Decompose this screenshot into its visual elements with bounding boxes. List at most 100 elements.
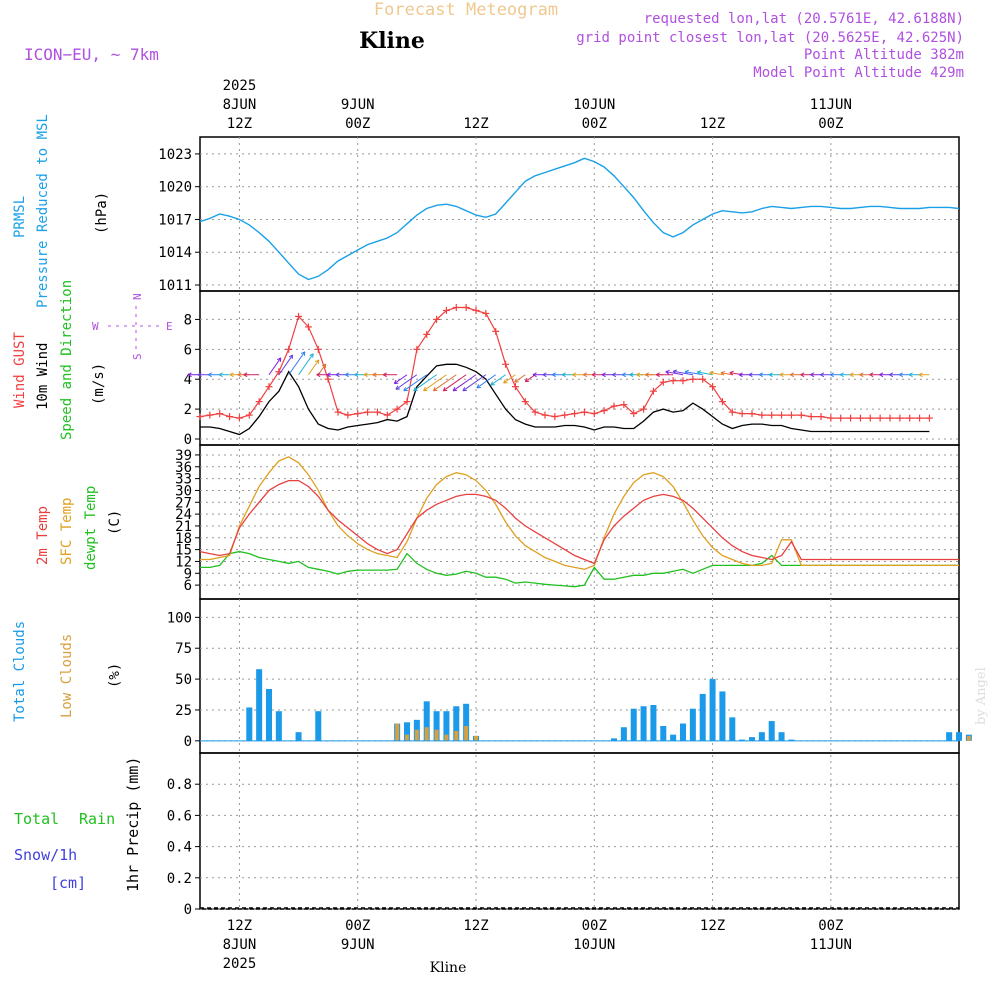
gust-marker — [906, 414, 914, 422]
time-tick-top: 12Z — [463, 116, 488, 132]
gust-marker — [206, 411, 214, 419]
gust-marker — [383, 411, 391, 419]
time-tick-top: 9JUN — [341, 97, 375, 113]
total-cloud-bar — [630, 708, 637, 741]
gust-marker — [245, 411, 253, 419]
low-cloud-bar — [966, 735, 971, 741]
model-label: ICON−EU, ~ 7km — [24, 45, 159, 64]
wind-direction-arrow — [869, 372, 881, 378]
gust-marker — [718, 398, 726, 406]
precip-panel — [199, 752, 960, 910]
gust-marker — [600, 407, 608, 415]
wind-gust-line — [199, 306, 930, 419]
total-cloud-bar — [443, 711, 450, 741]
pressure-label-2: Pressure Reduced to MSL — [35, 114, 51, 308]
gust-marker — [571, 410, 579, 418]
wind-speed-line — [200, 363, 930, 436]
wind-direction-arrow — [316, 372, 329, 378]
total-cloud-bar — [275, 711, 282, 741]
wind-direction-arrow — [432, 374, 457, 392]
time-tick-bottom: 12Z — [700, 918, 725, 934]
wind-direction-arrow — [298, 353, 314, 376]
gust-marker — [216, 410, 224, 418]
time-tick-bottom: 00Z — [582, 918, 607, 934]
precip-unit: 1hr Precip (mm) — [124, 757, 142, 892]
gust-marker — [807, 413, 815, 421]
gust-marker — [364, 408, 372, 416]
wind-gust-label: Wind GUST — [12, 332, 28, 408]
gust-marker — [659, 378, 667, 386]
gust-marker — [531, 408, 539, 416]
ytick-label: 50 — [175, 672, 192, 688]
wind-direction-arrow — [898, 372, 910, 378]
gust-marker — [590, 410, 598, 418]
total-cloud-bar — [453, 706, 460, 741]
time-tick-top: 00Z — [582, 116, 607, 132]
total-cloud-bar — [749, 737, 755, 741]
gust-marker — [886, 414, 894, 422]
wind-direction-arrow — [278, 354, 294, 376]
temp-2m-line — [199, 479, 959, 565]
temp-2m-label: 2m Temp — [35, 506, 51, 565]
total-cloud-bar — [620, 727, 627, 741]
wind-direction-arrow — [197, 372, 210, 378]
time-tick-bottom: 00Z — [345, 918, 370, 934]
y-tick-labels: 1011101410171020102302468691215182124273… — [158, 147, 192, 918]
wind-speed-dir-label: Speed and Direction — [59, 280, 75, 440]
precip-total-label: Total — [14, 810, 59, 828]
credit-watermark: by Angel — [974, 667, 989, 725]
gust-marker — [699, 375, 707, 383]
precip-snow-label: Snow/1h — [14, 846, 77, 864]
gust-marker — [373, 408, 381, 416]
total-cloud-bar — [640, 706, 647, 741]
ytick-label: 39 — [175, 448, 192, 464]
gust-marker — [787, 411, 795, 419]
wind-direction-arrow — [268, 357, 282, 376]
wind-direction-arrow — [207, 372, 220, 378]
total-cloud-bar — [660, 726, 667, 741]
wind-direction-arrow — [889, 372, 900, 378]
total-clouds-label: Total Clouds — [12, 621, 28, 722]
ytick-label: 30 — [175, 483, 192, 499]
low-cloud-bar — [395, 723, 400, 741]
gust-marker — [423, 330, 431, 338]
gust-marker — [472, 306, 480, 314]
low-cloud-bar — [454, 730, 459, 741]
gust-marker — [866, 414, 874, 422]
gust-marker — [630, 410, 638, 418]
ytick-label: 0 — [184, 902, 192, 918]
gust-marker — [255, 398, 263, 406]
total-cloud-bar — [266, 688, 272, 741]
gust-marker — [856, 414, 864, 422]
gust-marker — [324, 375, 332, 383]
total-cloud-bar — [246, 707, 253, 741]
wind-direction-arrow — [524, 374, 536, 383]
ytick-label: 36 — [175, 460, 192, 476]
gust-marker — [896, 414, 904, 422]
ytick-label: 0.6 — [167, 808, 192, 824]
wind-direction-arrow — [839, 372, 851, 378]
total-cloud-bar — [788, 739, 795, 741]
total-cloud-bar — [315, 711, 322, 741]
ytick-label: 1011 — [158, 278, 192, 294]
ytick-label: 12 — [175, 554, 192, 570]
clouds-panel — [199, 598, 960, 754]
wind-direction-arrow — [790, 372, 802, 378]
total-cloud-bar — [758, 732, 765, 741]
temp-unit: (C) — [107, 510, 123, 535]
ytick-label: 100 — [167, 610, 192, 626]
gust-marker — [580, 408, 588, 416]
total-cloud-bar — [680, 723, 686, 741]
time-tick-top: 2025 — [223, 78, 257, 94]
time-tick-top: 10JUN — [573, 97, 615, 113]
total-cloud-bar — [404, 722, 410, 741]
total-cloud-bar — [719, 691, 726, 741]
total-cloud-bar — [729, 717, 736, 741]
gust-marker — [738, 410, 746, 418]
gust-marker — [295, 312, 303, 320]
time-tick-top: 00Z — [818, 116, 843, 132]
gust-marker — [521, 398, 529, 406]
gust-marker — [403, 398, 411, 406]
total-cloud-bar — [650, 705, 657, 741]
time-tick-bottom: 00Z — [818, 918, 843, 934]
